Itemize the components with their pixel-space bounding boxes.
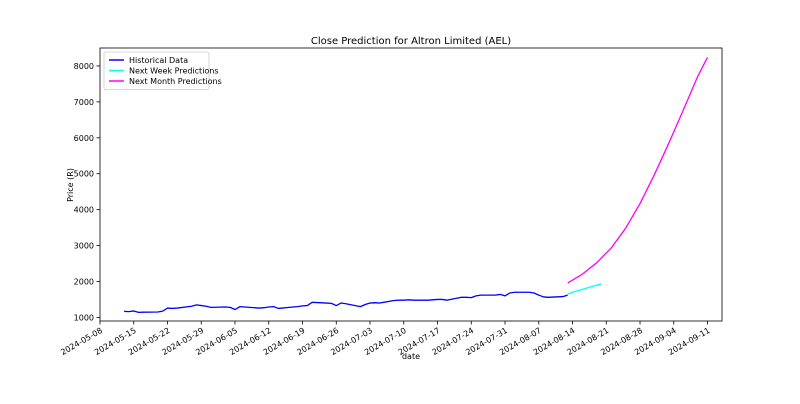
chart-title: Close Prediction for Altron Limited (AEL…	[311, 36, 511, 47]
y-tick-label: 8000	[74, 62, 94, 71]
legend-label: Historical Data	[129, 56, 188, 65]
x-axis: 2024-05-082024-05-152024-05-222024-05-29…	[59, 321, 712, 357]
series-line-3	[567, 57, 709, 284]
x-axis-label: date	[402, 352, 420, 361]
y-tick-label: 2000	[74, 277, 94, 286]
legend-box	[103, 51, 210, 90]
y-axis: 1000 2000 3000 4000 5000 6000 7000 8000	[74, 62, 100, 322]
series-line-1	[124, 291, 568, 314]
y-tick-label: 5000	[74, 170, 94, 179]
legend-label: Next Week Predictions	[129, 67, 219, 76]
y-tick-label: 3000	[74, 242, 94, 251]
series-line-2	[567, 283, 602, 295]
y-axis-label: Price (R)	[66, 168, 75, 202]
y-tick-label: 7000	[74, 98, 94, 107]
legend: Historical Data Next Week PredictionsNext…	[103, 51, 222, 90]
y-tick-label: 4000	[74, 206, 94, 215]
legend-label: Next Month Predictions	[129, 77, 222, 86]
y-tick-label: 6000	[74, 134, 94, 143]
plot-frame	[99, 47, 723, 322]
y-tick-label: 1000	[74, 313, 94, 322]
